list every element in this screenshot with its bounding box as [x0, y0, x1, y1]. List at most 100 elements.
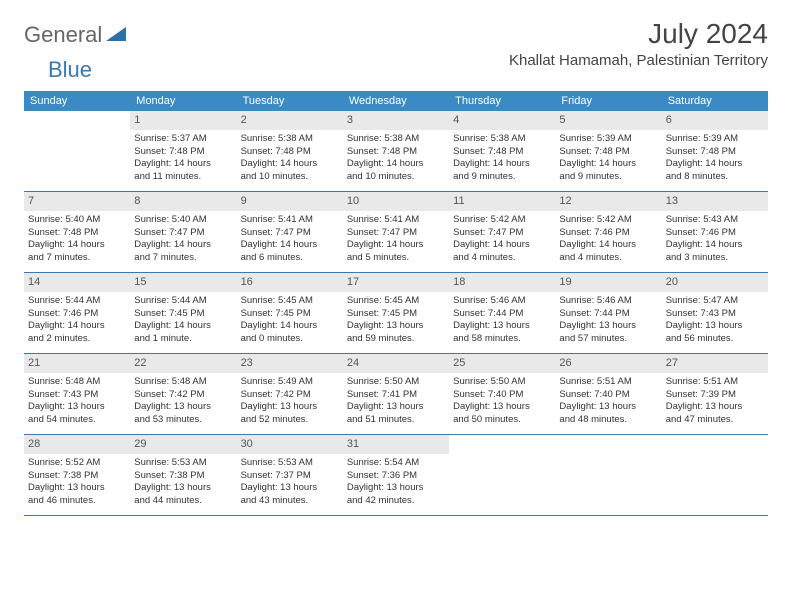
day-number: 16	[237, 273, 343, 292]
day-sunrise: Sunrise: 5:39 AM	[666, 133, 764, 146]
day-dl1: Daylight: 14 hours	[453, 158, 551, 171]
title-block: July 2024 Khallat Hamamah, Palestinian T…	[509, 18, 768, 69]
day-cell: 10Sunrise: 5:41 AMSunset: 7:47 PMDayligh…	[343, 192, 449, 272]
day-sunset: Sunset: 7:43 PM	[28, 389, 126, 402]
day-dl2: and 57 minutes.	[559, 333, 657, 346]
day-number: 12	[555, 192, 661, 211]
day-dl2: and 9 minutes.	[453, 171, 551, 184]
day-sunset: Sunset: 7:36 PM	[347, 470, 445, 483]
day-sunrise: Sunrise: 5:38 AM	[453, 133, 551, 146]
day-dl1: Daylight: 14 hours	[347, 239, 445, 252]
day-dl2: and 6 minutes.	[241, 252, 339, 265]
week-row: 28Sunrise: 5:52 AMSunset: 7:38 PMDayligh…	[24, 435, 768, 516]
day-dl1: Daylight: 14 hours	[666, 239, 764, 252]
day-number: 18	[449, 273, 555, 292]
day-number: 23	[237, 354, 343, 373]
day-cell	[24, 111, 130, 191]
day-dl2: and 42 minutes.	[347, 495, 445, 508]
day-sunrise: Sunrise: 5:41 AM	[347, 214, 445, 227]
day-dl1: Daylight: 14 hours	[28, 239, 126, 252]
day-number: 20	[662, 273, 768, 292]
day-sunrise: Sunrise: 5:52 AM	[28, 457, 126, 470]
day-sunrise: Sunrise: 5:53 AM	[134, 457, 232, 470]
day-dl2: and 5 minutes.	[347, 252, 445, 265]
day-dl2: and 48 minutes.	[559, 414, 657, 427]
day-dl1: Daylight: 14 hours	[28, 320, 126, 333]
day-number: 13	[662, 192, 768, 211]
day-cell: 12Sunrise: 5:42 AMSunset: 7:46 PMDayligh…	[555, 192, 661, 272]
day-cell: 7Sunrise: 5:40 AMSunset: 7:48 PMDaylight…	[24, 192, 130, 272]
day-sunset: Sunset: 7:46 PM	[666, 227, 764, 240]
day-cell	[662, 435, 768, 515]
day-cell: 17Sunrise: 5:45 AMSunset: 7:45 PMDayligh…	[343, 273, 449, 353]
day-number: 9	[237, 192, 343, 211]
day-sunset: Sunset: 7:39 PM	[666, 389, 764, 402]
day-sunrise: Sunrise: 5:38 AM	[241, 133, 339, 146]
day-dl2: and 51 minutes.	[347, 414, 445, 427]
day-sunrise: Sunrise: 5:38 AM	[347, 133, 445, 146]
day-number: 5	[555, 111, 661, 130]
weekday-header: Monday	[130, 91, 236, 111]
day-dl1: Daylight: 13 hours	[347, 482, 445, 495]
day-number: 30	[237, 435, 343, 454]
day-sunset: Sunset: 7:48 PM	[241, 146, 339, 159]
day-number: 29	[130, 435, 236, 454]
day-sunset: Sunset: 7:48 PM	[666, 146, 764, 159]
day-cell: 24Sunrise: 5:50 AMSunset: 7:41 PMDayligh…	[343, 354, 449, 434]
day-dl1: Daylight: 13 hours	[559, 401, 657, 414]
day-cell: 3Sunrise: 5:38 AMSunset: 7:48 PMDaylight…	[343, 111, 449, 191]
day-dl2: and 58 minutes.	[453, 333, 551, 346]
day-dl2: and 54 minutes.	[28, 414, 126, 427]
day-sunrise: Sunrise: 5:46 AM	[453, 295, 551, 308]
day-dl1: Daylight: 14 hours	[347, 158, 445, 171]
day-dl1: Daylight: 14 hours	[134, 239, 232, 252]
day-dl1: Daylight: 13 hours	[241, 401, 339, 414]
location: Khallat Hamamah, Palestinian Territory	[509, 52, 768, 69]
day-number: 22	[130, 354, 236, 373]
day-dl2: and 2 minutes.	[28, 333, 126, 346]
day-dl1: Daylight: 13 hours	[28, 401, 126, 414]
weeks: 1Sunrise: 5:37 AMSunset: 7:48 PMDaylight…	[24, 111, 768, 516]
day-dl2: and 8 minutes.	[666, 171, 764, 184]
day-cell: 27Sunrise: 5:51 AMSunset: 7:39 PMDayligh…	[662, 354, 768, 434]
day-sunrise: Sunrise: 5:44 AM	[134, 295, 232, 308]
day-cell: 18Sunrise: 5:46 AMSunset: 7:44 PMDayligh…	[449, 273, 555, 353]
day-dl1: Daylight: 14 hours	[559, 158, 657, 171]
day-number: 28	[24, 435, 130, 454]
day-number: 14	[24, 273, 130, 292]
day-sunrise: Sunrise: 5:53 AM	[241, 457, 339, 470]
day-dl1: Daylight: 13 hours	[347, 320, 445, 333]
day-dl2: and 59 minutes.	[347, 333, 445, 346]
day-dl2: and 47 minutes.	[666, 414, 764, 427]
day-dl2: and 52 minutes.	[241, 414, 339, 427]
day-sunrise: Sunrise: 5:44 AM	[28, 295, 126, 308]
weekday-header: Tuesday	[237, 91, 343, 111]
day-sunset: Sunset: 7:45 PM	[347, 308, 445, 321]
day-cell: 25Sunrise: 5:50 AMSunset: 7:40 PMDayligh…	[449, 354, 555, 434]
weekday-header: Friday	[555, 91, 661, 111]
day-cell: 11Sunrise: 5:42 AMSunset: 7:47 PMDayligh…	[449, 192, 555, 272]
day-dl2: and 7 minutes.	[28, 252, 126, 265]
day-dl1: Daylight: 13 hours	[134, 482, 232, 495]
day-cell: 13Sunrise: 5:43 AMSunset: 7:46 PMDayligh…	[662, 192, 768, 272]
day-sunrise: Sunrise: 5:39 AM	[559, 133, 657, 146]
day-dl2: and 9 minutes.	[559, 171, 657, 184]
day-number: 24	[343, 354, 449, 373]
day-dl1: Daylight: 13 hours	[666, 320, 764, 333]
day-cell: 23Sunrise: 5:49 AMSunset: 7:42 PMDayligh…	[237, 354, 343, 434]
day-dl2: and 11 minutes.	[134, 171, 232, 184]
day-cell: 20Sunrise: 5:47 AMSunset: 7:43 PMDayligh…	[662, 273, 768, 353]
day-sunset: Sunset: 7:44 PM	[559, 308, 657, 321]
logo-word1: General	[24, 22, 102, 48]
day-dl2: and 56 minutes.	[666, 333, 764, 346]
day-sunrise: Sunrise: 5:49 AM	[241, 376, 339, 389]
day-sunrise: Sunrise: 5:51 AM	[559, 376, 657, 389]
day-sunset: Sunset: 7:46 PM	[559, 227, 657, 240]
logo: General	[24, 18, 128, 48]
day-cell: 16Sunrise: 5:45 AMSunset: 7:45 PMDayligh…	[237, 273, 343, 353]
day-dl1: Daylight: 14 hours	[241, 158, 339, 171]
day-sunrise: Sunrise: 5:50 AM	[347, 376, 445, 389]
day-sunrise: Sunrise: 5:54 AM	[347, 457, 445, 470]
day-cell: 29Sunrise: 5:53 AMSunset: 7:38 PMDayligh…	[130, 435, 236, 515]
day-sunset: Sunset: 7:45 PM	[134, 308, 232, 321]
